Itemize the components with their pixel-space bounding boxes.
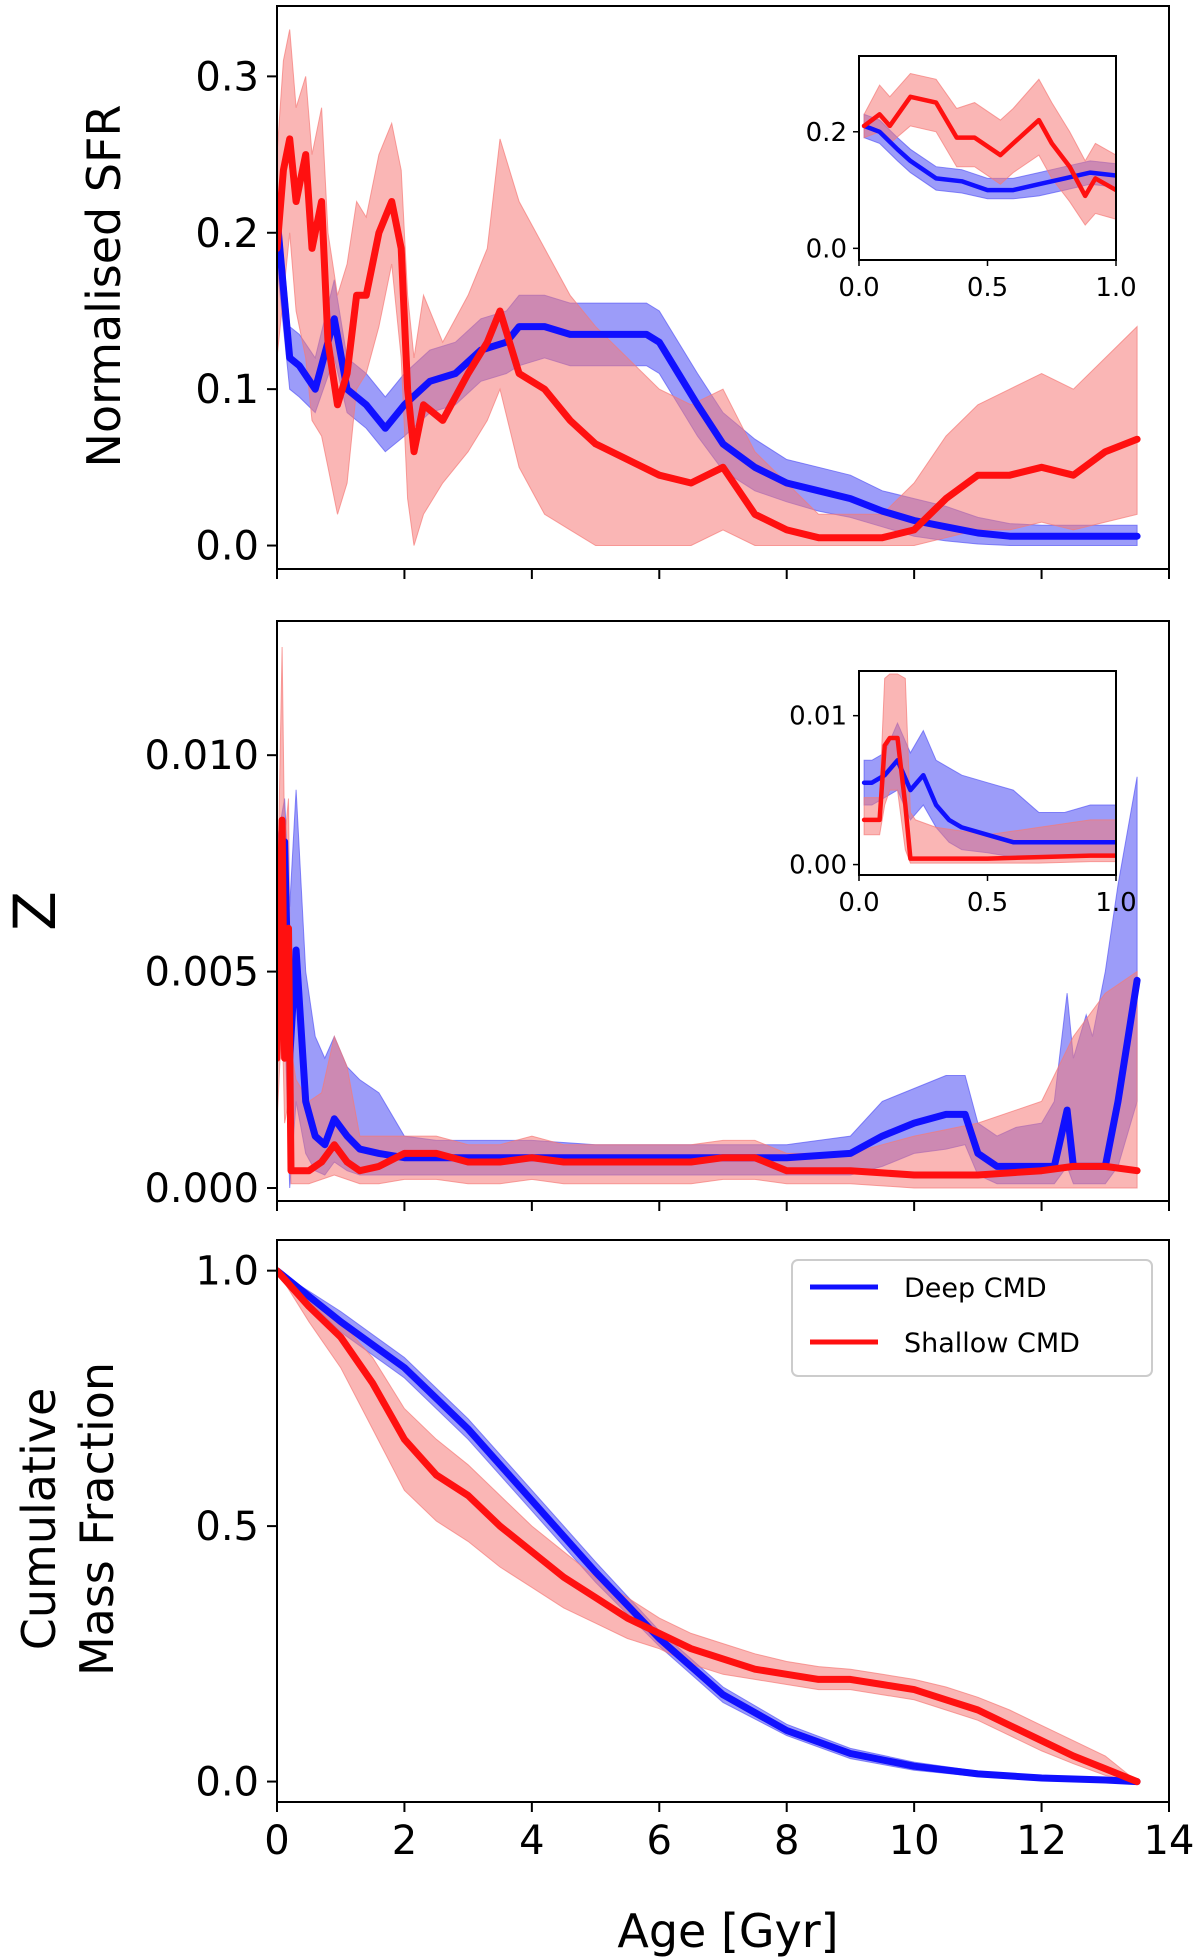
- sfr-plot-area: [277, 29, 1141, 546]
- metallicity-inset: 0.00 0.01 0.0 0.5 1.0: [789, 670, 1137, 918]
- cumulative-xtick-label: 0: [264, 1818, 289, 1864]
- metallicity-inset-ytick-label: 0.01: [789, 702, 847, 732]
- cumulative-xtick-label: 2: [392, 1818, 417, 1864]
- sfr-ytick-label: 0.0: [195, 524, 259, 570]
- cumulative-xtick-label: 10: [889, 1818, 940, 1864]
- metallicity-inset-ytick-label: 0.00: [789, 851, 847, 881]
- cumulative-shallow-line: [277, 1267, 1141, 1786]
- sfr-inset-xtick-label: 1.0: [1095, 273, 1136, 303]
- metallicity-ytick-label: 0.000: [144, 1166, 259, 1212]
- cumulative-ylabel-line: Cumulative: [12, 1388, 66, 1651]
- metallicity-ytick-label: 0.005: [144, 950, 259, 996]
- metallicity-inset-xtick-label: 0.5: [967, 888, 1008, 918]
- cumulative-xtick-label: 14: [1144, 1818, 1195, 1864]
- sfr-ytick-label: 0.2: [195, 211, 259, 257]
- cumulative-xtick-label: 4: [519, 1818, 544, 1864]
- metallicity-inset-shallow-line: [861, 735, 1116, 861]
- sfr-inset-deep-line: [861, 123, 1116, 193]
- cumulative-ytick-label: 1.0: [195, 1249, 259, 1295]
- panel-sfr: 0.0 0.1 0.2 0.3 Normalised SFR 0.0 0.2 0.0 0.5 1.…: [77, 5, 1170, 579]
- metallicity-ylabel: Z: [1, 891, 69, 931]
- sfr-ytick-label: 0.1: [195, 367, 259, 413]
- legend-label-deep: Deep CMD: [904, 1273, 1047, 1304]
- cumulative-xtick-label: 8: [774, 1818, 799, 1864]
- cumulative-ylabel-line: Mass Fraction: [70, 1362, 124, 1676]
- sfr-deep-line: [277, 213, 1141, 540]
- cumulative-ylabel: CumulativeMass Fraction: [12, 1362, 124, 1676]
- metallicity-inset-xtick-label: 0.0: [838, 888, 879, 918]
- metallicity-ytick-label: 0.010: [144, 733, 259, 779]
- metallicity-inset-deep-line: [861, 758, 1116, 845]
- sfr-ylabel: Normalised SFR: [77, 105, 131, 468]
- sfr-inset-ytick-label: 0.0: [806, 234, 847, 264]
- metallicity-plot-area: [277, 646, 1141, 1189]
- metallicity-axes-frame: [276, 620, 1170, 1202]
- panel-cumulative: 0.0 0.5 1.0 0 2 4 6 8 10 12 14 CumulativeMass Fract…: [12, 1239, 1195, 1864]
- cumulative-ytick-label: 0.0: [195, 1760, 259, 1806]
- legend-label-shallow: Shallow CMD: [904, 1328, 1080, 1359]
- sfr-inset-plot-area: [861, 72, 1116, 226]
- sfr-inset-shallow-line: [861, 94, 1116, 199]
- sfr-ytick-label: 0.3: [195, 54, 259, 100]
- metallicity-shallow-band: [277, 646, 1138, 1189]
- metallicity-inset-plot-area: [861, 673, 1116, 864]
- cumulative-deep-line: [277, 1267, 1141, 1786]
- x-axis-title: Age [Gyr]: [617, 1904, 838, 1958]
- panel-metallicity: 0.000 0.005 0.010 Z 0.00 0.01 0.0 0.5 1.0: [1, 620, 1170, 1212]
- metallicity-inset-xtick-label: 1.0: [1095, 888, 1136, 918]
- cumulative-xtick-label: 6: [647, 1818, 672, 1864]
- sfr-inset-xtick-label: 0.5: [967, 273, 1008, 303]
- legend-frame: [791, 1259, 1153, 1377]
- metallicity-shallow-line: [277, 816, 1141, 1179]
- sfr-axes-frame: [276, 5, 1170, 570]
- cumulative-plot-area: [277, 1267, 1141, 1786]
- cumulative-ytick-label: 0.5: [195, 1504, 259, 1550]
- sfr-shallow-band: [277, 29, 1138, 546]
- cumulative-axes-frame: [276, 1239, 1170, 1803]
- sfr-inset: 0.0 0.2 0.0 0.5 1.0: [806, 55, 1137, 303]
- cumulative-xtick-label: 12: [1016, 1818, 1067, 1864]
- sfr-inset-ytick-label: 0.2: [806, 118, 847, 148]
- sfr-inset-xtick-label: 0.0: [838, 273, 879, 303]
- sfr-shallow-line: [277, 135, 1141, 542]
- legend: Deep CMD Shallow CMD: [791, 1259, 1153, 1377]
